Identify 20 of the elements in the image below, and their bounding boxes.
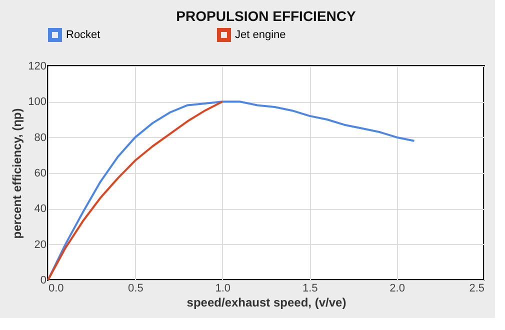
y-tick-label: 0 (40, 274, 46, 286)
x-axis-title: speed/exhaust speed, (v/ve) (186, 296, 346, 310)
x-tick-label: 1.5 (302, 282, 318, 294)
line-series (47, 100, 224, 281)
x-tick-label: 2.0 (390, 282, 405, 294)
legend-label: Rocket (66, 29, 100, 41)
y-tick-label: 100 (28, 96, 46, 108)
legend-label: Jet engine (235, 29, 286, 41)
x-tick-label: 0.5 (128, 282, 144, 294)
line-series (47, 100, 416, 281)
y-tick-label: 80 (34, 132, 46, 144)
y-tick-label: 40 (34, 203, 46, 216)
y-tick-label: 60 (34, 168, 46, 180)
x-tick-label: 1.0 (215, 282, 231, 294)
y-tick-label: 120 (28, 60, 46, 72)
y-axis-title: percent efficiency, (ηp) (10, 108, 24, 239)
x-tick-label: 0.0 (48, 282, 64, 294)
y-tick-label: 20 (34, 238, 46, 251)
chart-title: PROPULSION EFFICIENCY (176, 8, 356, 24)
x-tick-label: 2.5 (469, 282, 484, 294)
